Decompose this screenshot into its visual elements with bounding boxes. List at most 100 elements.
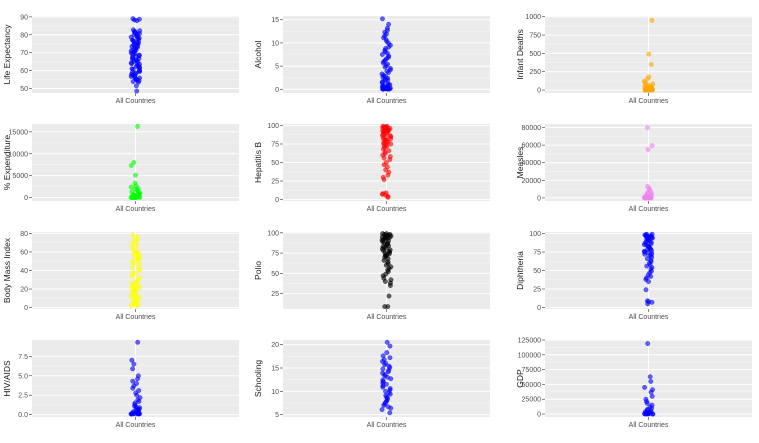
- y-axis-label: Measles: [515, 147, 525, 179]
- data-point: [380, 60, 386, 66]
- data-point: [387, 355, 393, 361]
- data-point: [387, 391, 393, 397]
- data-point: [137, 284, 143, 290]
- data-point: [132, 260, 138, 266]
- x-category-label: All Countries: [367, 206, 407, 213]
- x-category-label: All Countries: [629, 422, 669, 429]
- y-tick-label: 25: [271, 291, 279, 298]
- data-point: [129, 303, 134, 309]
- y-tick-label: 10000: [9, 151, 29, 158]
- data-point: [646, 51, 652, 57]
- y-tick-label: 0.0: [18, 412, 28, 419]
- y-tick-label: 80: [20, 231, 28, 238]
- data-point: [387, 157, 393, 162]
- data-point: [134, 18, 140, 24]
- data-point: [648, 62, 654, 67]
- y-tick-label: 5: [275, 412, 279, 419]
- y-tick-label: 125000: [518, 338, 541, 345]
- data-point: [134, 88, 140, 94]
- y-tick-label: 0: [537, 412, 541, 419]
- panel-body-mass-index: 0 20 40 60 80 All Countries Body Mass Index: [2, 231, 239, 321]
- data-point: [128, 163, 134, 168]
- y-tick-label: 2.5: [18, 393, 28, 400]
- data-point: [648, 274, 654, 279]
- data-point: [384, 339, 390, 345]
- data-point: [130, 378, 136, 384]
- y-tick-label: 0: [537, 305, 541, 312]
- y-tick-label: 90: [20, 14, 28, 21]
- data-point: [380, 384, 386, 390]
- panel-measles: 0 20000 40000 60000 80000 All Countries Measle…: [515, 124, 752, 213]
- y-axis-label: Body Mass Index: [2, 237, 12, 303]
- x-category-label: All Countries: [116, 314, 156, 321]
- y-tick-label: 5000: [12, 173, 28, 180]
- x-category-label: All Countries: [629, 314, 669, 321]
- y-tick-label: 50: [20, 86, 28, 93]
- y-axis-label: GDP: [515, 369, 525, 388]
- y-axis-label: Infant Deaths: [515, 29, 525, 80]
- data-point: [129, 61, 135, 67]
- y-tick-label: 15: [271, 366, 279, 373]
- data-point: [383, 262, 389, 268]
- data-point: [645, 76, 650, 82]
- data-point: [133, 83, 139, 89]
- data-point: [645, 87, 650, 93]
- data-point: [130, 232, 136, 238]
- y-tick-label: 40: [20, 268, 28, 275]
- data-point: [380, 16, 385, 22]
- y-axis-label: Polio: [253, 261, 263, 280]
- y-tick-label: 50: [271, 160, 279, 167]
- panel-alcohol: 0 5 10 15 All Countries Alcohol: [253, 16, 490, 105]
- data-point: [649, 299, 655, 305]
- y-tick-label: 50: [533, 268, 541, 275]
- y-tick-label: 0: [275, 87, 279, 94]
- x-category-label: All Countries: [367, 98, 407, 105]
- data-point: [645, 125, 650, 130]
- y-tick-label: 75000: [522, 367, 542, 374]
- y-tick-label: 10: [271, 40, 279, 47]
- y-tick-label: 250: [529, 69, 541, 76]
- y-axis-label: Schooling: [253, 360, 263, 398]
- data-point: [384, 350, 390, 355]
- data-point: [381, 257, 387, 263]
- data-point: [648, 379, 654, 384]
- data-point: [386, 70, 391, 75]
- data-point: [131, 160, 137, 165]
- y-tick-label: 1000: [525, 14, 541, 21]
- data-point: [128, 184, 134, 190]
- data-point: [649, 393, 655, 399]
- y-tick-label: 0: [24, 195, 28, 202]
- y-tick-label: 500: [529, 51, 541, 58]
- y-tick-label: 750: [529, 33, 541, 40]
- data-point: [381, 162, 387, 168]
- data-point: [643, 195, 649, 201]
- y-tick-label: 0: [24, 305, 28, 312]
- data-point: [130, 385, 136, 391]
- panel-life-expectancy: 50 60 70 80 90 All Countries Life Expectancy: [2, 14, 239, 105]
- panel-polio: 25 50 75 100 All Countries Polio: [253, 230, 490, 321]
- panel-hepatitis-b: 0 25 50 75 100 All Countries Hepatitis B: [253, 123, 490, 213]
- data-point: [136, 399, 142, 404]
- y-tick-label: 20000: [522, 178, 542, 185]
- data-point: [135, 339, 141, 345]
- y-tick-label: 25: [533, 287, 541, 294]
- x-category-label: All Countries: [116, 98, 156, 105]
- data-point: [129, 264, 135, 270]
- y-tick-label: 70: [20, 50, 28, 57]
- panel-schooling: 5 10 15 20 All Countries Schooling: [253, 339, 490, 429]
- data-point: [382, 362, 388, 368]
- data-point: [135, 376, 140, 382]
- y-tick-label: 0: [537, 88, 541, 95]
- data-point: [382, 64, 388, 70]
- data-point: [650, 411, 656, 417]
- y-tick-label: 75: [533, 249, 541, 256]
- y-tick-label: 100: [267, 230, 279, 237]
- data-point: [648, 389, 654, 395]
- data-point: [381, 402, 387, 408]
- data-point: [645, 301, 651, 307]
- data-point: [137, 195, 143, 200]
- data-point: [387, 343, 393, 349]
- panel-expenditure: 0 5000 10000 15000 All Countries % Expenditur…: [2, 124, 239, 213]
- panel-infant-deaths: 0 250 500 750 1000 All Countries Infant Deaths: [515, 14, 752, 105]
